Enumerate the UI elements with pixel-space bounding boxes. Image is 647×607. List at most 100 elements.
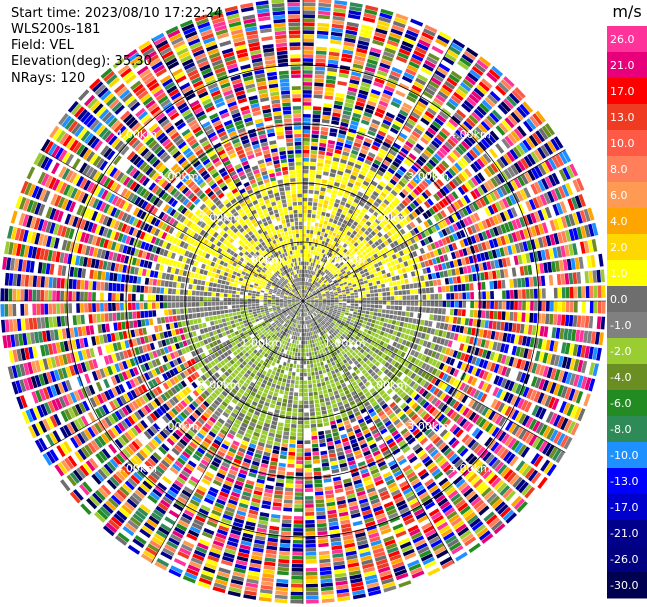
velocity-gate bbox=[303, 217, 307, 222]
velocity-gate bbox=[405, 140, 414, 149]
velocity-gate bbox=[306, 295, 309, 299]
velocity-gate bbox=[359, 211, 366, 217]
velocity-gate bbox=[388, 319, 393, 324]
velocity-gate bbox=[597, 285, 602, 298]
velocity-gate bbox=[384, 257, 390, 263]
velocity-gate bbox=[318, 239, 322, 244]
velocity-gate bbox=[537, 237, 544, 248]
velocity-gate bbox=[368, 239, 374, 246]
velocity-gate bbox=[494, 259, 500, 269]
velocity-gate bbox=[327, 205, 333, 210]
velocity-gate bbox=[348, 227, 354, 233]
velocity-gate bbox=[376, 133, 385, 141]
velocity-gate bbox=[354, 138, 363, 145]
velocity-gate bbox=[534, 301, 538, 311]
velocity-gate bbox=[356, 97, 367, 104]
velocity-gate bbox=[300, 364, 303, 369]
velocity-gate bbox=[394, 301, 399, 305]
velocity-gate bbox=[326, 75, 337, 81]
velocity-gate bbox=[381, 313, 386, 318]
velocity-gate bbox=[346, 298, 351, 301]
velocity-gate bbox=[362, 180, 370, 187]
velocity-gate bbox=[426, 267, 431, 274]
velocity-gate bbox=[367, 318, 372, 323]
velocity-gate bbox=[303, 14, 315, 19]
velocity-gate bbox=[530, 226, 537, 237]
velocity-gate bbox=[387, 167, 396, 175]
velocity-gate bbox=[305, 496, 314, 500]
velocity-gate bbox=[370, 274, 375, 279]
velocity-gate bbox=[319, 398, 325, 403]
velocity-gate bbox=[441, 228, 448, 237]
velocity-gate bbox=[486, 133, 497, 144]
velocity-gate bbox=[467, 179, 476, 189]
velocity-gate bbox=[327, 371, 332, 377]
velocity-gate bbox=[445, 227, 452, 235]
velocity-gate bbox=[471, 90, 482, 101]
velocity-gate bbox=[374, 111, 384, 119]
velocity-gate bbox=[326, 384, 332, 389]
velocity-gate bbox=[418, 155, 427, 164]
velocity-gate bbox=[458, 249, 464, 257]
velocity-gate bbox=[422, 212, 429, 220]
velocity-gate bbox=[516, 125, 527, 137]
velocity-gate bbox=[308, 197, 313, 202]
velocity-gate bbox=[293, 516, 303, 520]
velocity-gate bbox=[402, 144, 412, 152]
velocity-gate bbox=[304, 448, 311, 453]
velocity-gate bbox=[331, 361, 336, 366]
velocity-gate bbox=[392, 97, 403, 105]
velocity-gate bbox=[327, 286, 332, 290]
velocity-gate bbox=[419, 247, 425, 254]
velocity-gate bbox=[386, 231, 393, 237]
velocity-gate bbox=[396, 280, 401, 285]
velocity-gate bbox=[421, 191, 429, 200]
velocity-gate bbox=[400, 44, 413, 53]
velocity-gate bbox=[471, 146, 481, 157]
velocity-gate bbox=[369, 224, 376, 230]
velocity-gate bbox=[360, 316, 365, 320]
velocity-gate bbox=[317, 227, 322, 232]
velocity-gate bbox=[342, 219, 348, 225]
velocity-gate bbox=[347, 273, 353, 277]
velocity-gate bbox=[516, 323, 521, 333]
velocity-gate bbox=[433, 97, 444, 106]
velocity-gate bbox=[350, 75, 361, 81]
velocity-gate bbox=[438, 63, 451, 73]
velocity-gate bbox=[396, 154, 405, 162]
velocity-gate bbox=[393, 208, 400, 215]
velocity-gate bbox=[399, 191, 406, 199]
velocity-gate bbox=[489, 191, 497, 202]
velocity-gate bbox=[320, 361, 324, 366]
velocity-gate bbox=[317, 278, 321, 283]
velocity-gate bbox=[303, 285, 305, 290]
velocity-gate bbox=[314, 479, 323, 484]
velocity-gate bbox=[351, 71, 362, 77]
velocity-gate bbox=[488, 148, 498, 159]
velocity-gate bbox=[343, 172, 351, 178]
velocity-gate bbox=[492, 321, 497, 330]
velocity-gate bbox=[461, 170, 470, 180]
velocity-gate bbox=[350, 239, 356, 245]
velocity-gate bbox=[390, 211, 397, 218]
velocity-gate bbox=[370, 89, 381, 96]
velocity-gate bbox=[354, 292, 358, 295]
velocity-gate bbox=[293, 528, 303, 532]
velocity-gate bbox=[347, 282, 352, 286]
velocity-gate bbox=[356, 134, 364, 141]
velocity-gate bbox=[399, 243, 406, 250]
velocity-gate bbox=[337, 208, 343, 214]
velocity-gate bbox=[295, 484, 303, 488]
velocity-gate bbox=[506, 95, 517, 107]
velocity-gate bbox=[406, 118, 416, 126]
velocity-gate bbox=[496, 269, 501, 279]
velocity-gate bbox=[410, 289, 414, 295]
velocity-gate bbox=[431, 258, 437, 265]
velocity-gate bbox=[454, 292, 459, 300]
velocity-gate bbox=[306, 233, 310, 238]
velocity-gate bbox=[463, 238, 469, 247]
velocity-gate bbox=[395, 320, 401, 326]
velocity-gate bbox=[305, 289, 307, 294]
velocity-gate bbox=[448, 234, 455, 243]
velocity-gate bbox=[353, 108, 363, 115]
